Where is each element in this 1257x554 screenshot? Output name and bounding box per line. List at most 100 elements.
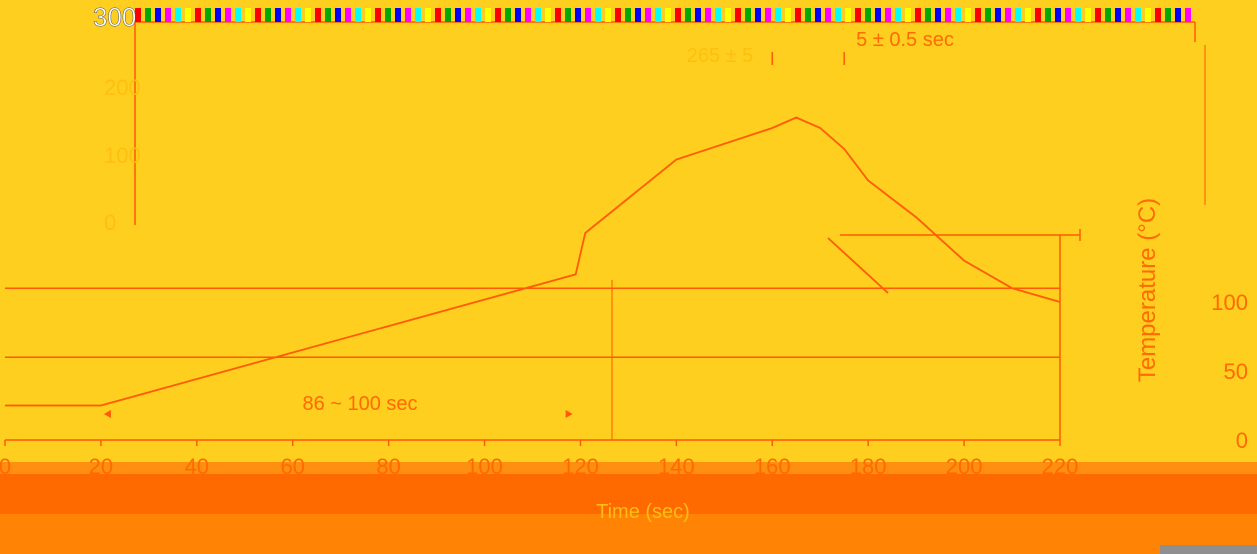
upper-plot-area (134, 21, 1206, 225)
color-strip-cell (815, 8, 821, 22)
color-strip-cell (1055, 8, 1061, 22)
color-strip-cell (955, 8, 961, 22)
color-strip-cell (235, 8, 241, 22)
upper-tick-label-300: 300 (93, 2, 136, 32)
color-strip-cell (645, 8, 651, 22)
color-strip-cell (725, 8, 731, 22)
color-strip-cell (305, 8, 311, 22)
y-tick-label: 100 (1211, 290, 1248, 315)
upper-tick-label: 0 (104, 210, 116, 235)
color-strip-cell (785, 8, 791, 22)
color-strip-cell (795, 8, 801, 22)
color-strip-cell (185, 8, 191, 22)
color-strip-cell (445, 8, 451, 22)
corner-box (1160, 545, 1257, 554)
color-strip-cell (685, 8, 691, 22)
x-tick-label: 220 (1042, 454, 1079, 479)
color-strip-cell (925, 8, 931, 22)
color-strip-cell (365, 8, 371, 22)
color-strip-cell (1105, 8, 1111, 22)
x-tick-label: 160 (754, 454, 791, 479)
color-strip-cell (175, 8, 181, 22)
color-strip-cell (255, 8, 261, 22)
color-strip-cell (865, 8, 871, 22)
color-strip-cell (1015, 8, 1021, 22)
color-strip-cell (215, 8, 221, 22)
color-strip-cell (245, 8, 251, 22)
color-strip-cell (165, 8, 171, 22)
color-strip-cell (575, 8, 581, 22)
color-strip-cell (435, 8, 441, 22)
color-strip-cell (1185, 8, 1191, 22)
x-tick-label: 20 (89, 454, 113, 479)
color-strip (135, 8, 1191, 22)
y-tick-label: 50 (1224, 359, 1248, 384)
x-tick-label: 200 (946, 454, 983, 479)
color-strip-cell (335, 8, 341, 22)
color-strip-cell (915, 8, 921, 22)
color-strip-cell (965, 8, 971, 22)
color-strip-cell (825, 8, 831, 22)
annotation-preheat-duration: 86 ~ 100 sec (302, 393, 417, 415)
color-strip-cell (615, 8, 621, 22)
color-strip-cell (755, 8, 761, 22)
color-strip-cell (1035, 8, 1041, 22)
x-tick-label: 80 (376, 454, 400, 479)
color-strip-cell (465, 8, 471, 22)
orange-band-bottom (0, 514, 1257, 554)
color-strip-cell (515, 8, 521, 22)
color-strip-cell (505, 8, 511, 22)
orange-band-top (0, 462, 1257, 474)
color-strip-cell (355, 8, 361, 22)
color-strip-cell (325, 8, 331, 22)
color-strip-cell (885, 8, 891, 22)
x-axis-title: Time (sec) (596, 501, 690, 523)
color-strip-cell (1065, 8, 1071, 22)
arrow-right-head (565, 410, 573, 418)
color-strip-cell (635, 8, 641, 22)
temperature-series-line (5, 116, 1061, 407)
annotation-peak-temp: 265 ± 5 (687, 45, 754, 67)
color-strip-cell (705, 8, 711, 22)
color-strip-cell (945, 8, 951, 22)
color-strip-cell (985, 8, 991, 22)
color-strip-cell (855, 8, 861, 22)
color-strip-cell (625, 8, 631, 22)
color-strip-cell (695, 8, 701, 22)
color-strip-cell (1115, 8, 1121, 22)
color-strip-cell (295, 8, 301, 22)
color-strip-cell (195, 8, 201, 22)
color-strip-cell (265, 8, 271, 22)
color-strip-cell (555, 8, 561, 22)
color-strip-cell (1005, 8, 1011, 22)
color-strip-cell (775, 8, 781, 22)
x-tick-label: 100 (466, 454, 503, 479)
color-strip-cell (545, 8, 551, 22)
color-strip-cell (275, 8, 281, 22)
color-strip-cell (905, 8, 911, 22)
cooling-slope (827, 237, 889, 294)
color-strip-cell (485, 8, 491, 22)
color-strip-cell (735, 8, 741, 22)
y-axis-title: Temperature (°C) (1134, 198, 1161, 382)
color-strip-cell (1175, 8, 1181, 22)
color-strip-cell (1145, 8, 1151, 22)
upper-tick-label: 200 (104, 75, 141, 100)
color-strip-cell (595, 8, 601, 22)
x-tick-label: 140 (658, 454, 695, 479)
axes (4, 235, 1061, 446)
color-strip-cell (655, 8, 661, 22)
color-strip-cell (975, 8, 981, 22)
color-strip-cell (585, 8, 591, 22)
color-strip-cell (1125, 8, 1131, 22)
color-strip-cell (1095, 8, 1101, 22)
x-tick-label: 60 (280, 454, 304, 479)
color-strip-cell (1085, 8, 1091, 22)
color-strip-cell (935, 8, 941, 22)
color-strip-cell (565, 8, 571, 22)
color-strip-cell (535, 8, 541, 22)
color-strip-cell (845, 8, 851, 22)
color-strip-cell (455, 8, 461, 22)
color-strip-cell (385, 8, 391, 22)
